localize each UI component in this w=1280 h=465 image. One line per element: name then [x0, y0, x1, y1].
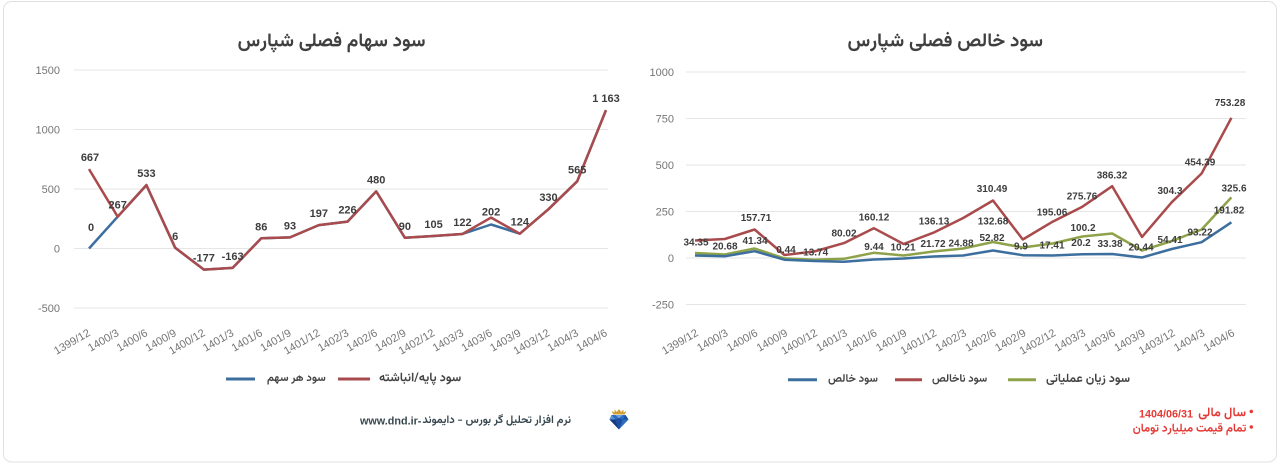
svg-text:0: 0 — [668, 253, 674, 265]
svg-text:160.12: 160.12 — [859, 213, 890, 224]
svg-text:34.35: 34.35 — [683, 238, 708, 249]
svg-text:533: 533 — [137, 168, 155, 180]
svg-text:20.44: 20.44 — [1128, 243, 1153, 254]
svg-text:195.06: 195.06 — [1037, 208, 1068, 219]
svg-text:226: 226 — [338, 205, 356, 217]
svg-text:-163: -163 — [222, 251, 244, 263]
svg-text:202: 202 — [482, 207, 500, 219]
svg-text:54.41: 54.41 — [1157, 235, 1182, 246]
svg-text:124: 124 — [511, 217, 530, 229]
svg-text:1500: 1500 — [36, 65, 60, 77]
svg-text:386.32: 386.32 — [1097, 171, 1128, 182]
svg-text:86: 86 — [255, 221, 267, 233]
svg-text:267: 267 — [109, 200, 127, 212]
svg-text:330: 330 — [539, 192, 557, 204]
svg-text:-500: -500 — [38, 303, 60, 315]
svg-text:0.44: 0.44 — [776, 245, 796, 256]
svg-text:250: 250 — [656, 206, 674, 218]
svg-text:480: 480 — [367, 174, 385, 186]
svg-text:454.39: 454.39 — [1185, 158, 1216, 169]
svg-text:753.28: 753.28 — [1215, 98, 1246, 109]
svg-text:9.9: 9.9 — [1014, 241, 1028, 252]
svg-text:93: 93 — [284, 220, 296, 232]
svg-text:565: 565 — [568, 164, 586, 176]
svg-text:191.82: 191.82 — [1214, 206, 1245, 217]
svg-text:-250: -250 — [652, 299, 674, 311]
svg-text:24.88: 24.88 — [948, 239, 973, 250]
svg-text:6: 6 — [172, 231, 178, 243]
svg-text:100.2: 100.2 — [1070, 223, 1095, 234]
svg-text:1000: 1000 — [650, 67, 674, 79]
svg-text:157.71: 157.71 — [741, 213, 772, 224]
svg-text:197: 197 — [310, 208, 328, 220]
svg-text:667: 667 — [81, 152, 99, 164]
svg-text:52.82: 52.82 — [979, 233, 1004, 244]
svg-text:10.21: 10.21 — [890, 243, 915, 254]
svg-text:1404/06/31: 1404/06/31 — [1139, 409, 1193, 421]
svg-text:500: 500 — [42, 184, 60, 196]
svg-text:90: 90 — [399, 221, 411, 233]
svg-text:21.72: 21.72 — [920, 239, 945, 250]
svg-text:41.34: 41.34 — [742, 236, 767, 247]
svg-text:-177: -177 — [193, 253, 215, 265]
svg-text:1000: 1000 — [36, 124, 60, 136]
svg-text:17.41: 17.41 — [1039, 241, 1064, 252]
svg-text:1 163: 1 163 — [592, 93, 620, 105]
svg-text:0: 0 — [54, 243, 60, 255]
svg-text:-13.74: -13.74 — [800, 248, 829, 259]
svg-text:310.49: 310.49 — [977, 184, 1008, 195]
svg-text:325.6: 325.6 — [1221, 184, 1246, 195]
svg-text:500: 500 — [656, 160, 674, 172]
svg-text:93.22: 93.22 — [1187, 228, 1212, 239]
svg-text:9.44: 9.44 — [864, 242, 884, 253]
svg-text:33.38: 33.38 — [1097, 239, 1122, 250]
svg-text:275.76: 275.76 — [1067, 192, 1098, 203]
svg-text:20.68: 20.68 — [712, 242, 737, 253]
svg-text:80.02: 80.02 — [831, 229, 856, 240]
svg-text:20.2: 20.2 — [1071, 238, 1091, 249]
svg-text:136.13: 136.13 — [919, 217, 950, 228]
svg-text:750: 750 — [656, 113, 674, 125]
svg-text:122: 122 — [453, 217, 471, 229]
svg-text:132.68: 132.68 — [978, 217, 1009, 228]
svg-text:304.3: 304.3 — [1157, 186, 1182, 197]
svg-text:www.dnd.ir-: www.dnd.ir- — [359, 416, 422, 428]
svg-text:0: 0 — [88, 222, 94, 234]
svg-text:105: 105 — [424, 219, 442, 231]
